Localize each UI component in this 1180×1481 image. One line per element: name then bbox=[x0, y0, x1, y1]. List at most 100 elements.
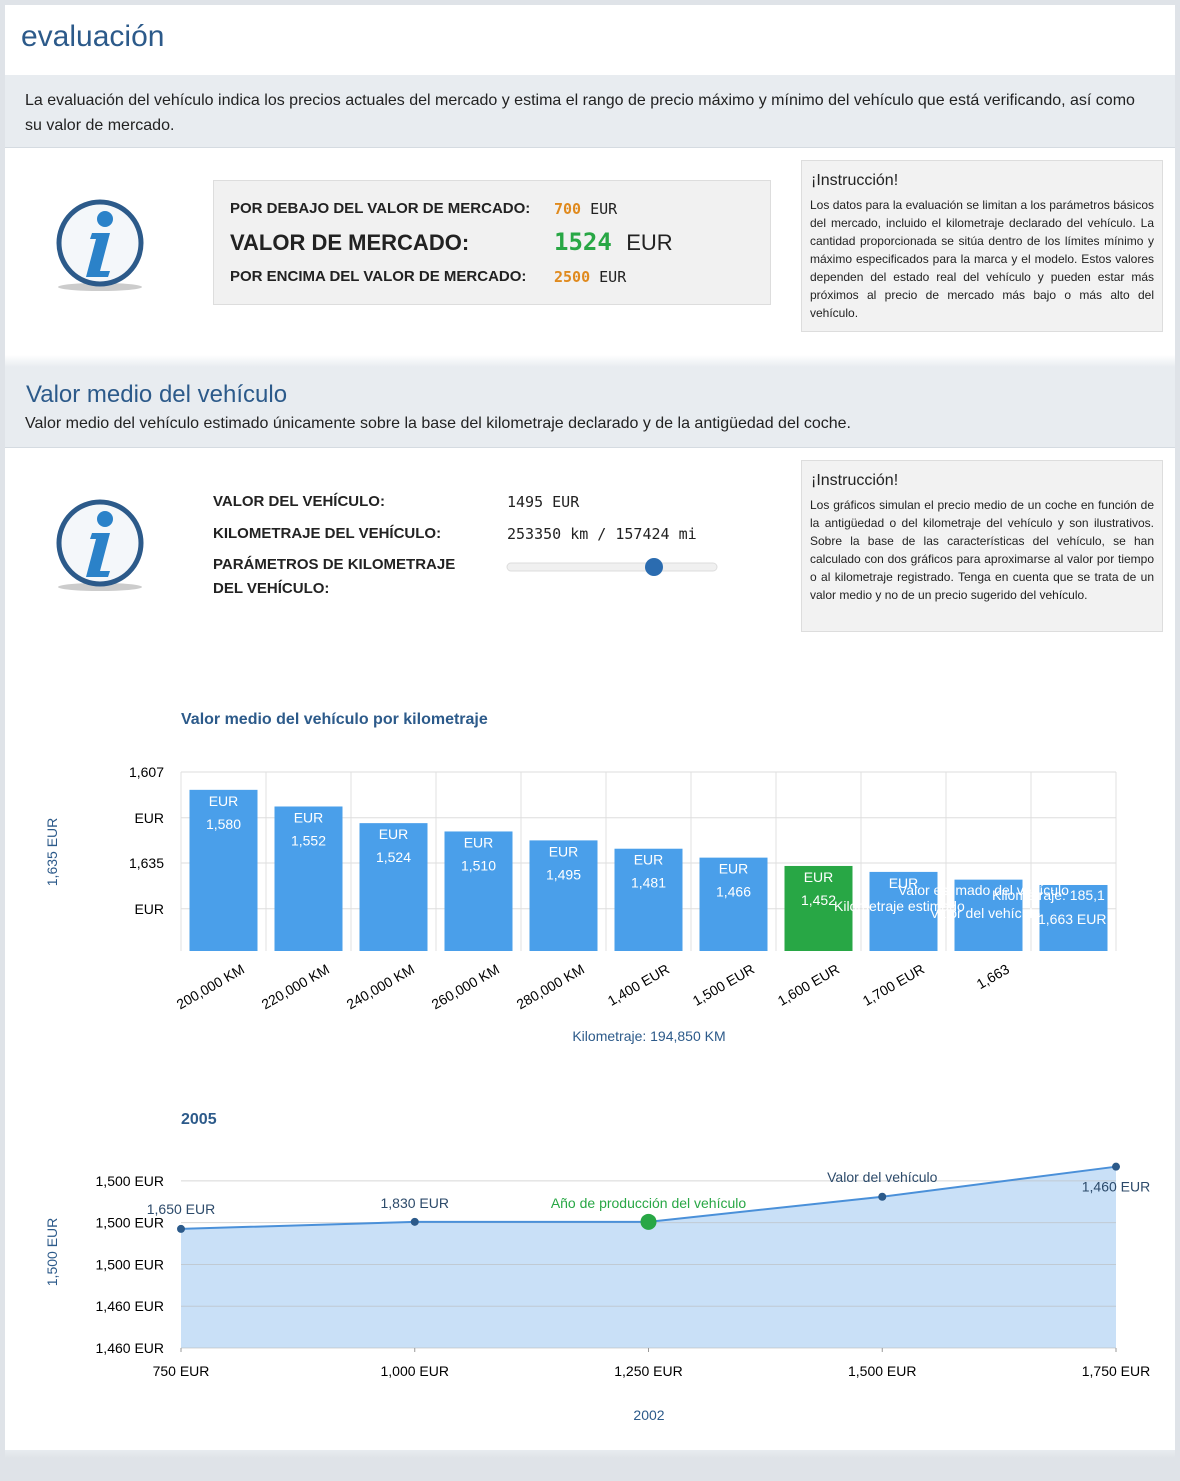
price-value: 2500 EUR bbox=[554, 268, 626, 286]
bar-unit-label: EUR bbox=[804, 869, 834, 885]
bar-unit-label: EUR bbox=[889, 875, 919, 891]
instruction-box: ¡Instrucción! Los gráficos simulan el pr… bbox=[801, 460, 1163, 632]
field-label: KILOMETRAJE DEL VEHÍCULO: bbox=[213, 525, 442, 542]
y-tick-label: EUR bbox=[134, 810, 164, 826]
price-box: POR DEBAJO DEL VALOR DE MERCADO: 700 EUR… bbox=[213, 180, 771, 305]
annotation: Kilometraje estimado bbox=[834, 898, 965, 914]
point-label: 1,830 EUR bbox=[381, 1195, 449, 1211]
x-tick-label: 750 EUR bbox=[153, 1363, 210, 1379]
section-title: Valor medio del vehículo bbox=[26, 381, 288, 408]
area-fill bbox=[181, 1166, 1116, 1348]
slider-thumb[interactable] bbox=[645, 558, 663, 576]
x-tick-label: 260,000 KM bbox=[429, 961, 502, 1013]
bar-unit-label: EUR bbox=[719, 861, 749, 877]
point bbox=[878, 1192, 887, 1201]
bar-unit-label: EUR bbox=[209, 793, 239, 809]
x-tick-label: 280,000 KM bbox=[514, 961, 587, 1013]
market-unit: EUR bbox=[626, 230, 673, 255]
annotation: 1,663 EUR bbox=[1038, 911, 1106, 927]
x-tick-label: 1,500 EUR bbox=[690, 961, 757, 1009]
bar bbox=[614, 848, 683, 951]
y-tick-label: 1,500 EUR bbox=[96, 1256, 164, 1272]
bar bbox=[189, 789, 258, 951]
bar-unit-label: EUR bbox=[379, 826, 409, 842]
x-tick-label: 1,500 EUR bbox=[848, 1363, 916, 1379]
price-number: 2500 bbox=[554, 268, 591, 286]
market-number: 1524 bbox=[554, 228, 612, 256]
price-unit: EUR bbox=[590, 200, 618, 218]
y-tick-label: 1,607 bbox=[129, 764, 164, 780]
x-tick-label: 1,700 EUR bbox=[860, 961, 927, 1009]
bar bbox=[869, 871, 938, 951]
price-label: POR ENCIMA DEL VALOR DE MERCADO: bbox=[230, 268, 527, 285]
bar-value-label: 1,481 bbox=[631, 875, 666, 891]
bar-value-label: 1,452 bbox=[801, 892, 836, 908]
price-unit: EUR bbox=[599, 268, 627, 286]
field-label: PARÁMETROS DE KILOMETRAJE DEL VEHÍCULO: bbox=[213, 556, 456, 597]
slider-track[interactable] bbox=[506, 562, 718, 572]
info-icon bbox=[56, 499, 144, 591]
instruction-text: Los gráficos simulan el precio medio de … bbox=[810, 498, 1154, 602]
point bbox=[1112, 1162, 1120, 1171]
field-value: 1495 EUR bbox=[507, 493, 580, 511]
page-title: evaluación bbox=[21, 20, 165, 53]
slider[interactable] bbox=[505, 556, 720, 578]
y-tick-label: 1,500 EUR bbox=[96, 1215, 164, 1231]
annotation: Valor del vehículo bbox=[930, 905, 1040, 921]
point-label: 1,460 EUR bbox=[1082, 1179, 1150, 1195]
bar-unit-label: EUR bbox=[294, 809, 324, 825]
y-tick-label: 1,460 EUR bbox=[96, 1340, 164, 1356]
bar bbox=[359, 823, 428, 951]
y-tick-label: EUR bbox=[134, 901, 164, 917]
price-number: 700 bbox=[554, 200, 582, 218]
annotation: Valor estimado del vehículo bbox=[898, 882, 1069, 898]
bar bbox=[784, 865, 853, 951]
instruction-title: ¡Instrucción! bbox=[811, 472, 899, 489]
point-label: Año de producción del vehículo bbox=[551, 1195, 747, 1211]
bar-unit-label: EUR bbox=[464, 834, 494, 850]
x-tick-label: 1,600 EUR bbox=[775, 961, 842, 1009]
bar-value-label: 1,466 bbox=[716, 884, 751, 900]
x-tick-label: 1,400 EUR bbox=[605, 961, 672, 1009]
bar-value-label: 1,580 bbox=[206, 816, 241, 832]
point-label: 1,650 EUR bbox=[147, 1201, 215, 1217]
bar bbox=[274, 806, 343, 951]
bar bbox=[529, 840, 598, 951]
x-tick-label: 1,000 EUR bbox=[381, 1363, 449, 1379]
point bbox=[640, 1213, 657, 1230]
x-tick-label: 1,250 EUR bbox=[614, 1363, 682, 1379]
field-label: VALOR DEL VEHÍCULO: bbox=[213, 493, 385, 510]
bar-value-label: 1,495 bbox=[546, 866, 581, 882]
bar bbox=[699, 857, 768, 951]
price-label: POR DEBAJO DEL VALOR DE MERCADO: bbox=[230, 200, 531, 217]
point bbox=[410, 1217, 419, 1226]
y-axis-label: 1,500 EUR bbox=[44, 1218, 60, 1286]
bar-value-label: 1,524 bbox=[376, 849, 411, 865]
section-subtitle: Valor medio del vehículo estimado únicam… bbox=[25, 415, 851, 432]
point-label: Valor del vehículo bbox=[827, 1169, 937, 1185]
bar bbox=[444, 831, 513, 951]
instruction-box: ¡Instrucción! Los datos para la evaluaci… bbox=[801, 160, 1163, 332]
bar-unit-label: EUR bbox=[634, 852, 664, 868]
description-band: La evaluación del vehículo indica los pr… bbox=[5, 75, 1175, 148]
x-tick-label: 200,000 KM bbox=[174, 961, 247, 1013]
section-band: Valor medio del vehículo Valor medio del… bbox=[5, 367, 1175, 448]
info-icon bbox=[56, 199, 144, 291]
instruction-title: ¡Instrucción! bbox=[811, 172, 899, 189]
y-tick-label: 1,500 EUR bbox=[96, 1173, 164, 1189]
description: La evaluación del vehículo indica los pr… bbox=[25, 92, 1135, 134]
price-value: 700 EUR bbox=[554, 200, 617, 218]
annotation: Kilometraje: 185,1 bbox=[992, 887, 1105, 903]
bar-value-label: 1,510 bbox=[461, 857, 496, 873]
instruction-text: Los datos para la evaluación se limitan … bbox=[810, 198, 1154, 320]
x-tick-label: 220,000 KM bbox=[259, 961, 332, 1013]
y-tick-label: 1,635 bbox=[129, 855, 164, 871]
bar-value-label: 1,552 bbox=[291, 832, 326, 848]
field-value: 253350 km / 157424 mi bbox=[507, 525, 697, 543]
x-axis-label: 2002 bbox=[633, 1407, 664, 1423]
divider bbox=[5, 355, 1175, 367]
charts: Valor medio del vehículo por kilometraje… bbox=[44, 711, 1150, 1423]
footer-shadow bbox=[5, 1450, 1175, 1458]
x-tick-label: 240,000 KM bbox=[344, 961, 417, 1013]
